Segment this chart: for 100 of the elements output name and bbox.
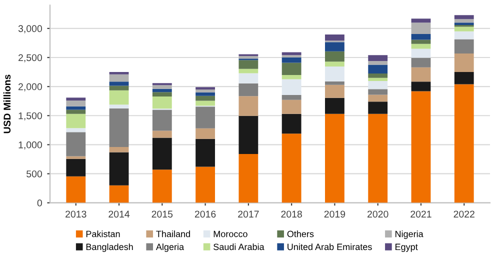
bar: [238, 154, 258, 203]
x-tick-label: 2015: [152, 210, 173, 218]
bar: [368, 55, 388, 61]
bar: [368, 60, 388, 65]
bar: [66, 128, 86, 132]
bar: [152, 130, 172, 138]
bar: [325, 42, 344, 52]
bar: [196, 96, 215, 101]
bar: [238, 83, 258, 96]
bar: [325, 62, 344, 67]
y-tick-label: 3,000: [18, 25, 42, 34]
bar: [368, 64, 388, 74]
bar: [66, 110, 86, 114]
bar: [152, 110, 172, 131]
bar: [411, 82, 431, 92]
bar: [411, 34, 431, 40]
legend-label: Bangladesh: [86, 243, 133, 252]
bar: [66, 156, 86, 159]
y-tick-label: 2,500: [18, 54, 42, 62]
bar: [196, 128, 215, 139]
bar: [238, 96, 258, 116]
y-axis-title: USD Millions: [3, 74, 11, 134]
bar: [66, 114, 86, 128]
bar: [411, 91, 431, 203]
bar: [325, 98, 344, 114]
legend-label: Pakistan: [86, 230, 120, 238]
bar: [196, 89, 215, 92]
bar: [325, 114, 344, 203]
bar: [152, 96, 172, 109]
bar: [109, 108, 129, 148]
x-tick-label: 2014: [108, 210, 130, 218]
bar: [66, 106, 86, 110]
bar: [325, 66, 344, 82]
bar: [66, 98, 86, 101]
bar: [282, 62, 302, 75]
y-tick-label: 500: [26, 170, 42, 178]
bar: [454, 26, 474, 32]
bar: [196, 166, 215, 203]
bar: [411, 48, 431, 58]
legend-label: Saudi Arabia: [214, 243, 264, 250]
bar: [411, 58, 431, 68]
bar: [109, 147, 129, 152]
y-tick-label: 1,000: [18, 141, 42, 150]
bar: [282, 58, 302, 63]
bar: [368, 89, 388, 95]
bar: [454, 53, 474, 72]
bar: [196, 100, 215, 106]
y-tick-label: 1,500: [18, 112, 42, 120]
legend-label: United Arab Emirates: [288, 243, 372, 250]
bar: [282, 55, 302, 58]
bar: [152, 88, 172, 92]
x-tick-label: 2018: [281, 210, 302, 218]
bar: [282, 94, 302, 100]
bar: [152, 138, 172, 170]
bar: [411, 67, 431, 82]
bar: [368, 78, 388, 82]
bar: [325, 34, 344, 41]
bar: [325, 84, 344, 98]
bar: [454, 84, 474, 203]
bar: [411, 18, 431, 23]
bar: [325, 81, 344, 85]
bar: [454, 31, 474, 40]
bar: [109, 90, 129, 105]
bar: [152, 170, 172, 203]
bar: [368, 73, 388, 78]
bar: [196, 106, 215, 128]
bar: [368, 94, 388, 102]
legend-label: Thailand: [156, 230, 190, 238]
bar: [368, 102, 388, 114]
bar: [454, 19, 474, 23]
bar: [109, 104, 129, 108]
bar: [109, 86, 129, 90]
bar: [282, 79, 302, 95]
bar: [152, 92, 172, 96]
y-tick-label: 2,000: [18, 83, 42, 92]
bar: [109, 82, 129, 86]
x-tick-label: 2020: [368, 210, 388, 218]
bar: [325, 51, 344, 62]
bar: [66, 100, 86, 106]
bar: [238, 73, 258, 84]
legend-label: Morocco: [214, 230, 248, 238]
bar: [282, 74, 302, 80]
bar: [152, 85, 172, 89]
bar: [66, 158, 86, 176]
bar: [282, 100, 302, 114]
bar: [196, 92, 215, 96]
bar: [282, 134, 302, 203]
bar: [411, 44, 431, 49]
bar: [109, 185, 129, 203]
bar: [66, 176, 86, 203]
bar: [66, 132, 86, 156]
bar: [454, 39, 474, 54]
bar: [196, 138, 215, 167]
bar: [238, 68, 258, 74]
legend-label: Nigeria: [395, 230, 424, 239]
bar: [454, 15, 474, 20]
bar: [238, 60, 258, 69]
y-tick-label: 0: [37, 200, 42, 206]
legend-label: Egypt: [395, 244, 418, 252]
x-tick-label: 2013: [66, 210, 86, 218]
